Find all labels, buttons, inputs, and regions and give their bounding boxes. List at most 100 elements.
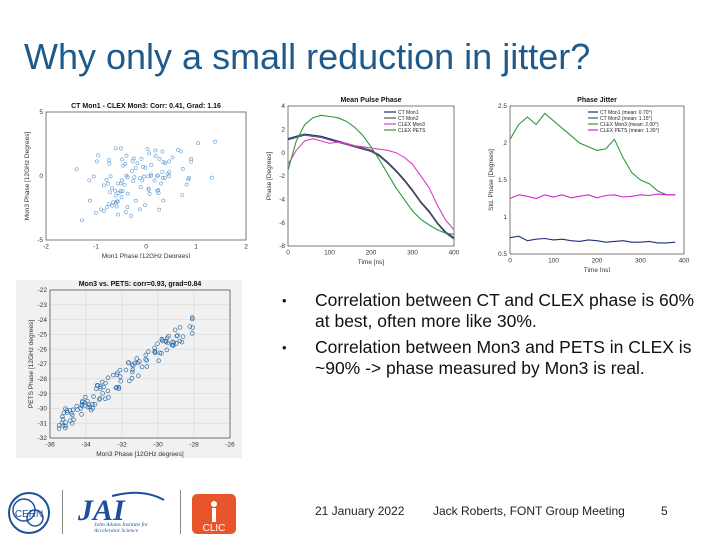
scatter-point	[107, 202, 111, 207]
scatter-point	[157, 156, 162, 161]
scatter-point	[140, 178, 145, 183]
y-tick-label: 1	[503, 214, 507, 221]
scatter-point	[180, 167, 185, 171]
y-tick-label: -4	[279, 197, 285, 204]
scatter-point	[174, 341, 179, 346]
scatter-point	[149, 162, 154, 167]
scatter-point	[175, 333, 180, 338]
scatter-point	[85, 398, 90, 404]
scatter-point	[101, 183, 106, 188]
scatter-point	[107, 161, 112, 166]
legend-label: CT Mon1 (mean: 0.70°)	[600, 110, 653, 116]
y-tick-label: 0	[39, 173, 43, 180]
x-tick-label: -1	[93, 244, 99, 251]
bullet-text: Correlation between CT and CLEX phase is…	[315, 290, 695, 331]
x-tick-label: 400	[679, 258, 690, 265]
scatter-point	[174, 333, 180, 339]
scatter-point	[91, 394, 96, 399]
scatter-point	[99, 207, 103, 212]
scatter-point	[189, 157, 194, 161]
scatter-point	[107, 158, 111, 162]
scatter-point	[120, 189, 125, 193]
scatter-point	[149, 172, 153, 177]
scatter-point	[189, 315, 195, 320]
scatter-point	[143, 165, 148, 170]
y-tick-label: -5	[37, 237, 43, 244]
y-tick-label: -28	[38, 376, 48, 383]
x-axis-label: Time [ns]	[358, 259, 385, 266]
scatter-point	[179, 149, 183, 154]
scatter-plot-mon1-mon3: -2 -1 0 1 2 -5 0 5 CT Mon1 - CLEX Mon3: Corr: 0.…	[20, 100, 256, 258]
cern-logo-icon: CERN	[8, 492, 50, 534]
scatter-point	[104, 177, 109, 182]
chart-title: Mon3 vs. PETS: corr=0.93, grad=0.84	[79, 281, 202, 288]
y-tick-label: -25	[38, 332, 48, 339]
scatter-point	[177, 325, 183, 330]
y-tick-label: 1.5	[498, 177, 507, 184]
scatter-point	[106, 181, 110, 186]
x-tick-label: 0	[286, 250, 290, 257]
scatter-point	[70, 412, 75, 418]
scatter-point	[148, 174, 153, 178]
scatter-point	[145, 147, 150, 151]
y-tick-label: -6	[279, 220, 285, 227]
scatter-point	[152, 178, 157, 183]
y-tick-label: -24	[38, 317, 48, 324]
scatter-point	[167, 159, 172, 164]
scatter-point	[117, 374, 123, 379]
scatter-point	[126, 360, 131, 365]
scatter-point	[146, 186, 151, 191]
scatter-point	[129, 376, 135, 381]
scatter-point	[143, 352, 149, 358]
scatter-point	[143, 357, 148, 362]
scatter-point	[115, 199, 120, 204]
scatter-point	[127, 378, 132, 384]
y-tick-label: -8	[279, 243, 285, 250]
scatter-point	[152, 350, 158, 356]
scatter-point	[146, 174, 151, 179]
scatter-point	[119, 146, 123, 151]
scatter-point	[159, 351, 164, 356]
scatter-point	[134, 356, 139, 361]
y-tick-label: 5	[39, 109, 43, 116]
x-tick-label: 100	[548, 258, 559, 265]
y-axis-label: Phase [Degrees]	[266, 152, 273, 201]
scatter-point	[155, 188, 160, 193]
scatter-point	[120, 157, 125, 162]
y-tick-label: 0	[281, 150, 285, 157]
scatter-point	[190, 325, 195, 330]
plot-frame	[45, 111, 247, 241]
scatter-point	[68, 418, 73, 423]
scatter-point	[170, 339, 175, 345]
scatter-point	[135, 161, 140, 166]
y-tick-label: -31	[38, 420, 48, 427]
scatter-point	[71, 417, 76, 422]
scatter-point	[159, 181, 163, 186]
scatter-point	[133, 166, 138, 170]
svg-text:CERN: CERN	[15, 509, 43, 520]
x-tick-label: 300	[635, 258, 646, 265]
bullet-item: • Correlation between CT and CLEX phase i…	[282, 290, 695, 331]
scatter-point	[117, 367, 123, 373]
scatter-point	[141, 165, 145, 169]
scatter-point	[161, 160, 166, 165]
scatter-point	[101, 209, 106, 213]
scatter-point	[152, 345, 157, 351]
x-tick-label: -30	[153, 442, 163, 449]
scatter-point	[96, 153, 101, 158]
clic-logo-icon: CLIC	[192, 494, 236, 534]
phase-jitter-chart: 0 100 200 300 400 2.5 2 1.5 1 0.5 Phase Jitter Time…	[484, 94, 694, 272]
scatter-point	[133, 198, 138, 203]
scatter-point	[78, 406, 83, 411]
scatter-plot-mon3-pets: -36 -34 -32 -30 -28 -26 -22 -23 -24 -25 -26 -27 -28 -…	[16, 280, 242, 458]
chart-title: Mean Pulse Phase	[340, 97, 401, 104]
scatter-point	[160, 338, 165, 344]
scatter-point	[131, 179, 136, 184]
scatter-point	[130, 159, 135, 163]
jai-logo: JAI John Adams Institute for Accelerator…	[72, 490, 172, 536]
scatter-point	[110, 203, 115, 208]
footer-date: 21 January 2022	[315, 504, 405, 518]
svg-text:JAI: JAI	[77, 494, 126, 527]
scatter-point	[85, 404, 91, 410]
scatter-point	[130, 367, 135, 373]
